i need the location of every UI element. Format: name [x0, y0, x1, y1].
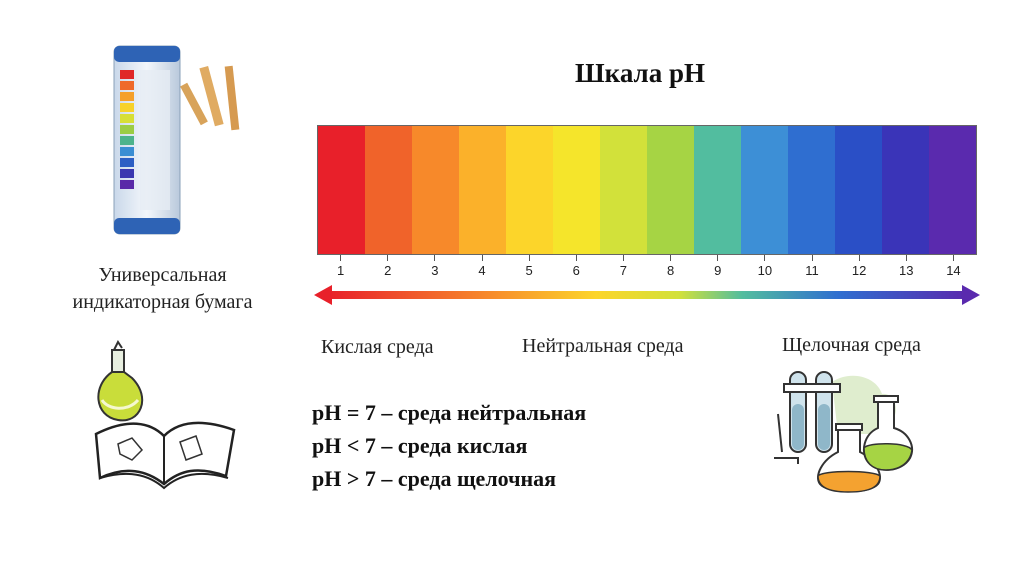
ph-tick-mark: [528, 255, 530, 261]
indicator-paper-label-line2: индикаторная бумага: [72, 291, 253, 313]
ph-tick-mark: [481, 255, 483, 261]
ph-tick-label: 13: [899, 263, 914, 278]
ph-tick-label: 9: [714, 263, 722, 278]
ph-rules: pH = 7 – среда нейтральная pH < 7 – сред…: [312, 396, 586, 495]
ph-segment-14: [929, 126, 976, 254]
ph-tick-label: 11: [805, 263, 819, 278]
ph-tick-mark: [952, 255, 954, 261]
acid-label: Кислая среда: [321, 336, 434, 358]
ph-segment-12: [835, 126, 882, 254]
ph-double-arrow: [314, 285, 980, 305]
ph-tick-mark: [905, 255, 907, 261]
ph-segment-9: [694, 126, 741, 254]
lab-glassware-icon: [774, 371, 913, 493]
indicator-paper-label-line1: Универсальная: [98, 264, 227, 286]
ph-tick-labels: 1 2 3 4 5 6 7 8 9 10 11 12 13 14: [317, 255, 977, 285]
ph-tick-label: 1: [336, 263, 345, 278]
ph-segment-1: [318, 126, 365, 254]
ph-tick-label: 6: [572, 263, 580, 278]
ph-tick-label: 4: [478, 263, 486, 278]
ph-tick-label: 2: [384, 263, 392, 278]
ph-segment-6: [553, 126, 600, 254]
ph-tick-mark: [622, 255, 624, 261]
ph-tick-mark: [670, 255, 672, 261]
ph-color-scale: [317, 125, 977, 255]
ph-tick: 2: [368, 255, 408, 278]
ph-tick: 4: [462, 255, 502, 278]
ph-segment-7: [600, 126, 647, 254]
rule-neutral: pH = 7 – среда нейтральная: [312, 400, 587, 425]
ph-segment-2: [365, 126, 412, 254]
neutral-label: Нейтральная среда: [522, 335, 684, 357]
rule-alkaline: pH > 7 – среда щелочная: [312, 466, 557, 491]
ph-tick-label: 12: [851, 263, 867, 278]
ph-tick: 8: [651, 255, 691, 278]
indicator-paper-tube-icon: [113, 45, 240, 235]
ph-tick-mark: [434, 255, 436, 261]
ph-tick: 3: [415, 255, 455, 278]
ph-tick: 12: [839, 255, 879, 278]
ph-tick-label: 3: [431, 263, 439, 278]
ph-segment-4: [459, 126, 506, 254]
ph-tick: 10: [745, 255, 785, 278]
book-with-flask-icon: [94, 340, 236, 490]
ph-tick: 14: [933, 255, 973, 278]
ph-tick: 11: [792, 255, 832, 278]
page-title: Шкала pH: [575, 58, 705, 88]
ph-tick-mark: [387, 255, 389, 261]
ph-tick-mark: [717, 255, 719, 261]
indicator-paper-label: Универсальная индикаторная бумага: [30, 262, 295, 316]
alkaline-label: Щелочная среда: [782, 334, 921, 356]
ph-segment-3: [412, 126, 459, 254]
ph-tick-mark: [340, 255, 342, 261]
ph-tick-label: 14: [946, 263, 961, 278]
ph-tick: 5: [509, 255, 549, 278]
ph-tick-label: 10: [757, 263, 773, 278]
ph-segment-11: [788, 126, 835, 254]
ph-segment-10: [741, 126, 788, 254]
ph-tick-mark: [858, 255, 860, 261]
ph-tick: 9: [698, 255, 738, 278]
ph-segment-5: [506, 126, 553, 254]
ph-segment-8: [647, 126, 694, 254]
ph-tick-label: 8: [666, 263, 675, 278]
rule-acidic: pH < 7 – среда кислая: [312, 433, 528, 458]
ph-tick-mark: [811, 255, 813, 261]
ph-tick-mark: [575, 255, 577, 261]
ph-segment-13: [882, 126, 929, 254]
ph-tick: 1: [321, 255, 361, 278]
ph-tick: 6: [556, 255, 596, 278]
ph-tick-label: 7: [619, 263, 628, 278]
ph-tick-label: 5: [525, 263, 533, 278]
ph-tick: 7: [603, 255, 643, 278]
ph-tick: 13: [886, 255, 926, 278]
ph-tick-mark: [764, 255, 766, 261]
